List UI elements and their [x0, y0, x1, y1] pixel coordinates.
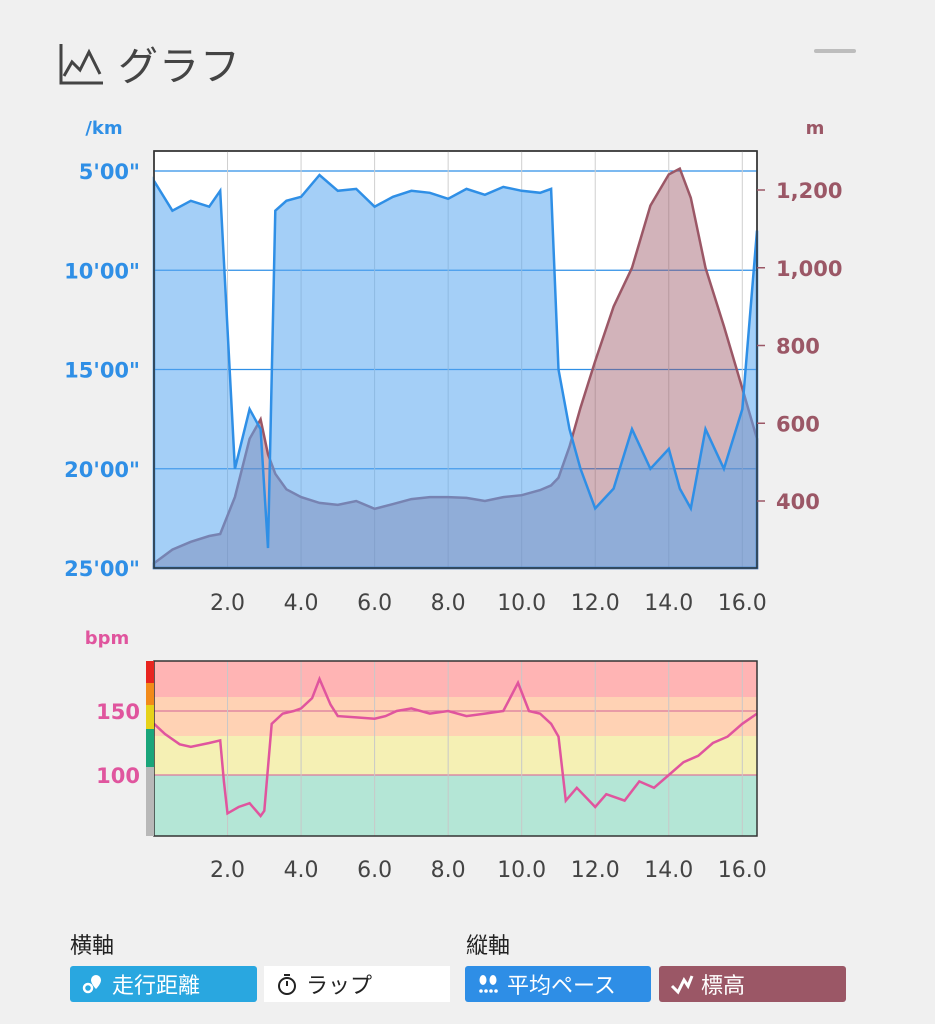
- hr-unit-label: bpm: [85, 628, 130, 649]
- footsteps-icon: [475, 971, 501, 997]
- distance-button-label: 走行距離: [112, 974, 201, 999]
- page-title: グラフ: [118, 44, 241, 90]
- elevation-tick-label: 400: [776, 490, 820, 514]
- pace-x-tick-label: 4.0: [284, 591, 319, 616]
- elevation-unit-label: m: [806, 118, 825, 139]
- pace-tick-label: 10'00": [64, 259, 140, 283]
- avg-pace-button[interactable]: 平均ペース: [465, 966, 651, 1002]
- heart-rate-line: [153, 675, 758, 819]
- elevation-button[interactable]: 標高: [659, 966, 846, 1002]
- pace-tick-label: 20'00": [64, 458, 140, 482]
- elevation-tick-label: 1,200: [776, 179, 842, 203]
- hr-zone-band: [154, 661, 757, 697]
- horizontal-axis-label: 横軸: [70, 934, 115, 959]
- hr-tick-label: 150: [96, 700, 140, 724]
- hr-x-tick-label: 2.0: [210, 858, 245, 883]
- vertical-axis-label: 縦軸: [466, 934, 511, 959]
- pace-x-tick-label: 16.0: [718, 591, 767, 616]
- pace-area: [152, 173, 759, 570]
- pace-x-tick-label: 2.0: [210, 591, 245, 616]
- graph-icon: [59, 44, 103, 85]
- zone-bar-gray: [146, 767, 154, 836]
- stopwatch-icon: [274, 971, 300, 997]
- hr-x-tick-label: 12.0: [571, 858, 620, 883]
- pace-x-tick-label: 12.0: [571, 591, 620, 616]
- pace-x-tick-label: 14.0: [644, 591, 693, 616]
- hr-x-tick-label: 14.0: [644, 858, 693, 883]
- hr-x-tick-label: 4.0: [284, 858, 319, 883]
- graph-header: グラフ: [58, 34, 241, 92]
- zone-bar-red: [146, 661, 154, 683]
- zone-bar-orange: [146, 683, 154, 705]
- elevation-button-label: 標高: [701, 974, 746, 999]
- elevation-tick-label: 800: [776, 335, 820, 359]
- zone-bar-green: [146, 729, 154, 767]
- hr-zone-band: [154, 736, 757, 775]
- pace-elevation-chart: /km m 5'00" 10'00" 15'00" 20'00" 25'00" 1,20…: [64, 118, 842, 616]
- pace-tick-label: 25'00": [64, 557, 140, 581]
- collapse-button[interactable]: [814, 46, 856, 56]
- pace-x-tick-label: 8.0: [431, 591, 466, 616]
- route-icon: [80, 971, 106, 997]
- distance-button[interactable]: 走行距離: [70, 966, 257, 1002]
- avg-pace-button-label: 平均ペース: [507, 974, 616, 999]
- elevation-icon: [669, 971, 695, 997]
- hr-x-tick-label: 8.0: [431, 858, 466, 883]
- hr-zone-band: [154, 697, 757, 736]
- lap-button[interactable]: ラップ: [264, 966, 450, 1002]
- pace-x-tick-label: 6.0: [357, 591, 392, 616]
- hr-x-tick-label: 6.0: [357, 858, 392, 883]
- elevation-tick-label: 1,000: [776, 257, 842, 281]
- pace-x-tick-label: 10.0: [497, 591, 546, 616]
- pace-tick-label: 5'00": [79, 160, 140, 184]
- hr-tick-label: 100: [96, 764, 140, 788]
- heart-rate-chart: bpm 150 100 2.0 4.0 6.0 8.0 10.0 12.0 14.0 16.0: [85, 628, 767, 883]
- lap-button-label: ラップ: [306, 974, 373, 999]
- hr-x-tick-label: 16.0: [718, 858, 767, 883]
- zone-bar-yellow: [146, 705, 154, 729]
- hr-x-tick-label: 10.0: [497, 858, 546, 883]
- pace-unit-label: /km: [85, 118, 122, 139]
- pace-tick-label: 15'00": [64, 359, 140, 383]
- elevation-tick-label: 600: [776, 412, 820, 436]
